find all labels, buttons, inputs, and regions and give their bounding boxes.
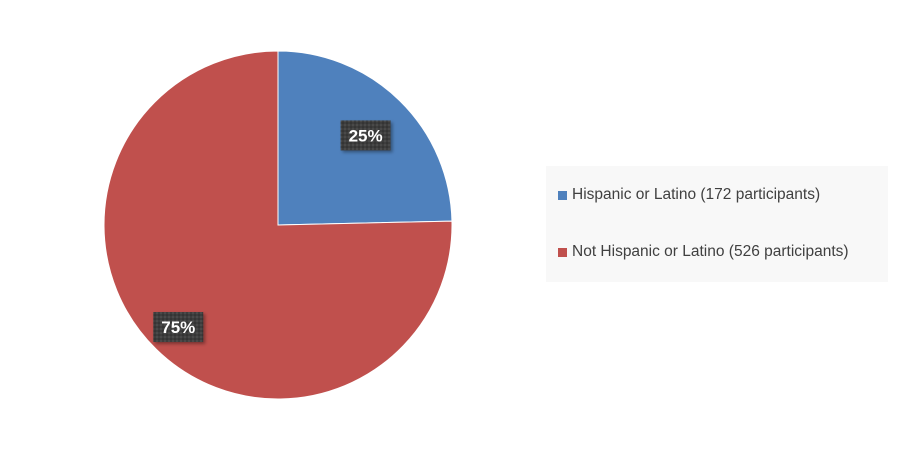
legend-label-not-hispanic: Not Hispanic or Latino (526 participants… — [572, 243, 849, 260]
data-label-hispanic-box — [340, 120, 391, 151]
pie-slice-not-hispanic[interactable] — [103, 50, 453, 400]
legend-entry-not-hispanic[interactable]: Not Hispanic or Latino (526 participants… — [558, 242, 888, 262]
data-label-hispanic-text: 25% — [349, 126, 383, 145]
data-label-not-hispanic: 75% — [153, 312, 204, 343]
data-label-not-hispanic-text: 75% — [161, 318, 195, 337]
legend-swatch-not-hispanic — [558, 247, 567, 257]
pie-slices — [103, 50, 453, 400]
legend-entry-hispanic[interactable]: Hispanic or Latino (172 participants) — [558, 185, 888, 205]
pie-chart: 25% 75% — [103, 50, 453, 400]
data-label-hispanic: 25% — [340, 120, 391, 151]
legend: Hispanic or Latino (172 participants) No… — [546, 166, 888, 282]
legend-label-hispanic: Hispanic or Latino (172 participants) — [572, 186, 821, 203]
data-label-not-hispanic-box — [153, 312, 204, 343]
legend-swatch-hispanic — [558, 190, 567, 200]
pie-data-labels: 25% 75% — [153, 120, 391, 343]
